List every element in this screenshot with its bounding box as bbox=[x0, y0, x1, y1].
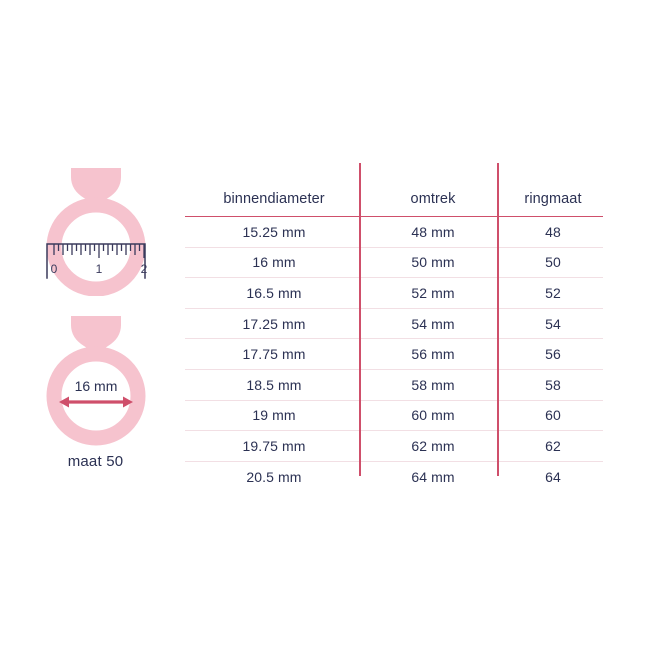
table-row: 19 mm 60 mm 60 bbox=[185, 400, 603, 431]
ruler-label-0: 0 bbox=[50, 262, 57, 276]
ring-size-table: binnendiameter omtrek ringmaat 15.25 mm … bbox=[185, 163, 603, 485]
cell-binnendiameter: 19.75 mm bbox=[242, 437, 306, 454]
column-header-binnendiameter: binnendiameter bbox=[223, 191, 325, 207]
table-row: 16 mm 50 mm 50 bbox=[185, 247, 603, 278]
ring-with-diameter-figure: 16 mm bbox=[18, 310, 173, 480]
cell-ringmaat: 50 bbox=[545, 254, 561, 271]
cell-ringmaat: 48 bbox=[545, 223, 561, 240]
illustration-column: 0 1 2 16 mm maat 50 bbox=[18, 160, 173, 480]
cell-binnendiameter: 17.75 mm bbox=[242, 346, 306, 363]
cell-ringmaat: 62 bbox=[545, 437, 561, 454]
size-conversion-table: binnendiameter omtrek ringmaat 15.25 mm … bbox=[185, 163, 603, 491]
ring-with-ruler-figure: 0 1 2 bbox=[18, 160, 173, 300]
cell-ringmaat: 64 bbox=[545, 468, 561, 485]
cell-omtrek: 52 mm bbox=[411, 284, 455, 301]
ruler-label-1: 1 bbox=[95, 262, 102, 276]
table-row: 18.5 mm 58 mm 58 bbox=[185, 369, 603, 400]
cell-omtrek: 56 mm bbox=[411, 346, 455, 363]
ruler-label-2: 2 bbox=[140, 262, 147, 276]
cell-ringmaat: 52 bbox=[545, 284, 561, 301]
column-header-ringmaat: ringmaat bbox=[524, 191, 582, 207]
diameter-label: 16 mm bbox=[74, 378, 117, 394]
cell-binnendiameter: 19 mm bbox=[252, 407, 296, 424]
cell-binnendiameter: 15.25 mm bbox=[242, 223, 306, 240]
column-header-omtrek: omtrek bbox=[410, 191, 456, 207]
cell-omtrek: 48 mm bbox=[411, 223, 455, 240]
cell-binnendiameter: 16 mm bbox=[252, 254, 296, 271]
ring-with-ruler-icon: 0 1 2 bbox=[45, 168, 147, 296]
table-row: 20.5 mm 64 mm 64 bbox=[185, 461, 603, 491]
cell-omtrek: 60 mm bbox=[411, 407, 455, 424]
cell-ringmaat: 54 bbox=[545, 315, 561, 332]
table-row: 19.75 mm 62 mm 62 bbox=[185, 430, 603, 462]
column-divider-1 bbox=[359, 163, 361, 476]
cell-ringmaat: 60 bbox=[545, 407, 561, 424]
cell-omtrek: 50 mm bbox=[411, 254, 455, 271]
table-row: 17.25 mm 54 mm 54 bbox=[185, 308, 603, 339]
cell-ringmaat: 56 bbox=[545, 346, 561, 363]
cell-omtrek: 54 mm bbox=[411, 315, 455, 332]
table-row: 17.75 mm 56 mm 56 bbox=[185, 338, 603, 370]
cell-omtrek: 58 mm bbox=[411, 376, 455, 393]
cell-omtrek: 64 mm bbox=[411, 468, 455, 485]
cell-binnendiameter: 17.25 mm bbox=[242, 315, 306, 332]
table-row: 16.5 mm 52 mm 52 bbox=[185, 277, 603, 309]
cell-binnendiameter: 20.5 mm bbox=[246, 468, 302, 485]
cell-binnendiameter: 16.5 mm bbox=[246, 284, 302, 301]
ring-diameter-icon: 16 mm bbox=[46, 316, 145, 446]
ring-size-caption: maat 50 bbox=[67, 453, 124, 470]
cell-omtrek: 62 mm bbox=[411, 437, 455, 454]
column-divider-2 bbox=[497, 163, 499, 476]
cell-ringmaat: 58 bbox=[545, 376, 561, 393]
cell-binnendiameter: 18.5 mm bbox=[246, 376, 302, 393]
table-row: 15.25 mm 48 mm 48 bbox=[185, 217, 603, 248]
table-header-row: binnendiameter omtrek ringmaat bbox=[185, 163, 603, 217]
